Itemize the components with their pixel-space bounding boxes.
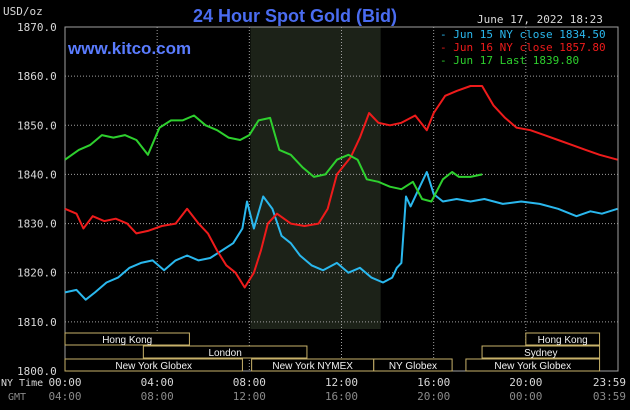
series-lines [64,85,618,301]
x-tick-label-gmt: 20:00 [417,390,450,403]
legend-entry: - Jun 15 NY close 1834.50 [440,28,606,41]
session-label: Hong Kong [538,335,588,346]
session-box [373,358,453,372]
session-box [465,358,601,372]
legend-entry: - Jun 16 NY close 1857.80 [440,41,606,54]
x-tick-label-ny: 04:00 [141,376,174,389]
session-box [142,345,308,359]
x-axis: NY TimeGMT00:0004:0004:0008:0008:0012:00… [1,376,626,403]
x-row-label-ny: NY Time [1,378,43,389]
session-box [481,345,601,359]
y-tick-label: 1840.0 [17,168,57,181]
trading-sessions: Hong Kong Hong Kong London Sydney New York G… [64,332,601,372]
x-row-label-gmt: GMT [8,392,26,403]
session-label: Hong Kong [102,335,152,346]
session-label: New York Globex [494,361,571,372]
x-tick-label-gmt: 12:00 [233,390,266,403]
chart-timestamp: June 17, 2022 18:23 [477,13,603,26]
series-line-3 [64,114,483,203]
y-tick-label: 1850.0 [17,119,57,132]
y-tick-label: 1810.0 [17,316,57,329]
session-box [525,332,601,346]
session-box [64,358,243,372]
y-axis: 1870.0 1860.0 1850.0 1840.0 1830.0 1820.0 1810… [17,21,57,378]
y-tick-label: 1830.0 [17,218,57,231]
session-label: Sydney [524,348,557,359]
x-tick-label-gmt: 03:59 [593,390,626,403]
y-tick-label: 1860.0 [17,70,57,83]
legend-entry: - Jun 17 Last 1839.80 [440,54,579,67]
x-tick-label-ny: 16:00 [417,376,450,389]
x-tick-label-gmt: 08:00 [141,390,174,403]
session-box [64,332,190,346]
nymex-session-highlight [250,27,381,329]
y-tick-label: 1820.0 [17,267,57,280]
legend: - Jun 15 NY close 1834.50- Jun 16 NY clo… [440,28,606,67]
site-watermark: www.kitco.com [67,39,191,58]
x-tick-label-ny: 12:00 [325,376,358,389]
x-tick-label-ny: 23:59 [593,376,626,389]
x-tick-label-ny: 08:00 [233,376,266,389]
x-tick-label-gmt: 04:00 [48,390,81,403]
session-label: London [208,348,241,359]
session-label: New York Globex [115,361,192,372]
x-tick-label-ny: 20:00 [509,376,542,389]
series-line-2 [64,85,618,289]
y-tick-label: 1870.0 [17,21,57,34]
x-tick-label-ny: 00:00 [48,376,81,389]
x-tick-label-gmt: 00:00 [509,390,542,403]
y-tick-label: 1800.0 [17,365,57,378]
series-line-1 [64,171,618,301]
y-axis-label: USD/oz [3,5,43,18]
chart-title: 24 Hour Spot Gold (Bid) [193,6,397,26]
session-label: New York NYMEX [272,361,353,372]
session-label: NY Globex [389,361,437,372]
x-tick-label-gmt: 16:00 [325,390,358,403]
